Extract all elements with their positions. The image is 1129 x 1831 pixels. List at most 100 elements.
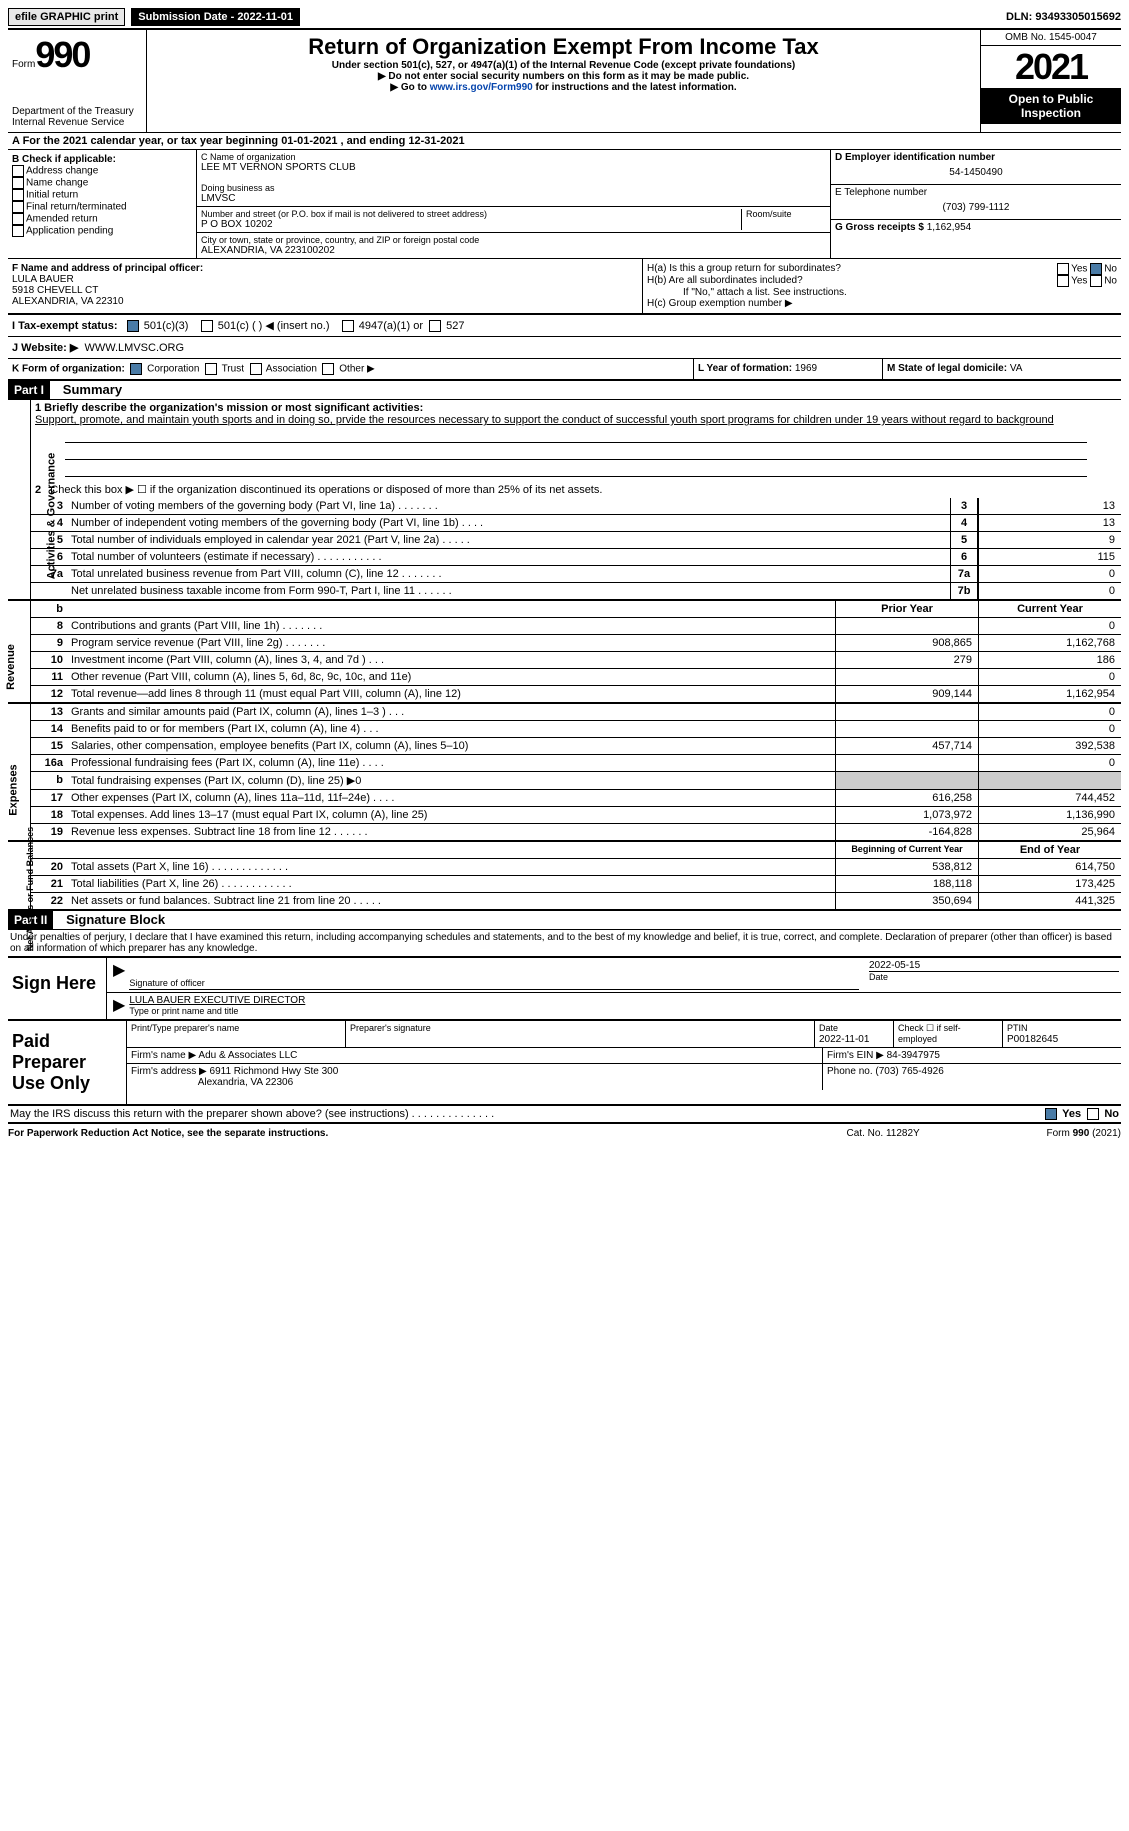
officer-label: F Name and address of principal officer: [12, 263, 638, 274]
year-formation-label: L Year of formation: [698, 363, 792, 374]
line-num: 16a [31, 755, 67, 771]
state-domicile-label: M State of legal domicile: [887, 363, 1007, 374]
line-cy: 392,538 [978, 738, 1121, 754]
line-val: 0 [978, 583, 1121, 599]
line-cy: 0 [978, 721, 1121, 737]
line-num: 14 [31, 721, 67, 737]
line-desc: Total expenses. Add lines 13–17 (must eq… [67, 807, 835, 823]
chk-ha-yes[interactable] [1057, 263, 1069, 275]
chk-hb-yes[interactable] [1057, 275, 1069, 287]
line-py: 1,073,972 [835, 807, 978, 823]
line-cy: 1,162,954 [978, 686, 1121, 702]
chk-address-change[interactable] [12, 165, 24, 177]
lbl-app-pending: Application pending [26, 226, 113, 237]
side-expenses: Expenses [8, 764, 20, 815]
sig-name-value: LULA BAUER EXECUTIVE DIRECTOR [129, 995, 1119, 1006]
lbl-address-change: Address change [26, 166, 98, 177]
line-num: 12 [31, 686, 67, 702]
chk-app-pending[interactable] [12, 225, 24, 237]
chk-name-change[interactable] [12, 177, 24, 189]
prep-name-label: Print/Type preparer's name [131, 1023, 239, 1033]
line-py: 279 [835, 652, 978, 668]
sig-name-label: Type or print name and title [129, 1006, 238, 1016]
chk-final-return[interactable] [12, 201, 24, 213]
line-desc: Total assets (Part X, line 16) . . . . .… [67, 859, 835, 875]
ha-label: H(a) Is this a group return for subordin… [647, 263, 1057, 275]
line-desc: Benefits paid to or for members (Part IX… [67, 721, 835, 737]
line-desc: Net assets or fund balances. Subtract li… [67, 893, 835, 909]
paid-preparer-label: Paid Preparer Use Only [8, 1021, 127, 1104]
firm-phone-label: Phone no. [827, 1066, 873, 1077]
officer-name: LULA BAUER [12, 274, 638, 285]
line-py: -164,828 [835, 824, 978, 840]
line-py: 908,865 [835, 635, 978, 651]
line-cy: 186 [978, 652, 1121, 668]
chk-501c3[interactable] [127, 320, 139, 332]
line-box: 6 [950, 549, 978, 565]
chk-assoc[interactable] [250, 363, 262, 375]
chk-initial-return[interactable] [12, 189, 24, 201]
line-desc: Total liabilities (Part X, line 26) . . … [67, 876, 835, 892]
lbl-trust: Trust [222, 364, 244, 375]
chk-4947[interactable] [342, 320, 354, 332]
chk-discuss-no[interactable] [1087, 1108, 1099, 1120]
chk-trust[interactable] [205, 363, 217, 375]
cat-no: Cat. No. 11282Y [847, 1128, 1047, 1139]
prior-year-header: Prior Year [835, 601, 978, 617]
tax-year: 2021 [981, 46, 1121, 88]
street-label: Number and street (or P.O. box if mail i… [201, 209, 741, 219]
line-box: 5 [950, 532, 978, 548]
lbl-501c: 501(c) ( ) ◀ (insert no.) [218, 320, 330, 332]
line-py [835, 772, 978, 789]
lbl-assoc: Association [266, 364, 317, 375]
line-desc: Number of independent voting members of … [67, 515, 950, 531]
city-label: City or town, state or province, country… [201, 235, 826, 245]
dba-label: Doing business as [201, 183, 826, 193]
line-box: 4 [950, 515, 978, 531]
line-box: 7a [950, 566, 978, 582]
part1-header: Part I [8, 381, 50, 399]
irs-link[interactable]: www.irs.gov/Form990 [430, 82, 533, 93]
line-py [835, 618, 978, 634]
line-num: 18 [31, 807, 67, 823]
state-domicile-value: VA [1010, 363, 1023, 374]
line-cy: 0 [978, 704, 1121, 720]
chk-discuss-yes[interactable] [1045, 1108, 1057, 1120]
firm-addr-label: Firm's address ▶ [131, 1066, 207, 1077]
line-cy: 441,325 [978, 893, 1121, 909]
year-formation-value: 1969 [795, 363, 817, 374]
line-cy: 1,162,768 [978, 635, 1121, 651]
part1-title: Summary [53, 382, 122, 397]
end-year-header: End of Year [978, 842, 1121, 858]
org-name-value: LEE MT VERNON SPORTS CLUB [201, 162, 826, 173]
chk-527[interactable] [429, 320, 441, 332]
box-b-label: B Check if applicable: [12, 154, 192, 165]
phone-value: (703) 799-1112 [835, 198, 1117, 217]
officer-addr1: 5918 CHEVELL CT [12, 285, 638, 296]
prep-sig-label: Preparer's signature [350, 1023, 431, 1033]
lbl-ha-yes: Yes [1071, 264, 1087, 275]
chk-hb-no[interactable] [1090, 275, 1102, 287]
line-py: 457,714 [835, 738, 978, 754]
chk-ha-no[interactable] [1090, 263, 1102, 275]
form-footer: Form 990 (2021) [1047, 1128, 1121, 1139]
efile-print-button[interactable]: efile GRAPHIC print [8, 8, 125, 26]
chk-amended-return[interactable] [12, 213, 24, 225]
line-py: 538,812 [835, 859, 978, 875]
line-py [835, 704, 978, 720]
line-desc: Number of voting members of the governin… [67, 498, 950, 514]
line-py: 188,118 [835, 876, 978, 892]
line-num: 22 [31, 893, 67, 909]
line-py: 616,258 [835, 790, 978, 806]
firm-name-label: Firm's name ▶ [131, 1050, 196, 1061]
firm-phone-value: (703) 765-4926 [875, 1066, 943, 1077]
chk-other[interactable] [322, 363, 334, 375]
dln-label: DLN: 93493305015692 [1006, 11, 1121, 23]
line-val: 13 [978, 498, 1121, 514]
dept-label: Department of the Treasury Internal Reve… [12, 106, 142, 128]
line-desc: Professional fundraising fees (Part IX, … [67, 755, 835, 771]
chk-501c[interactable] [201, 320, 213, 332]
chk-corp[interactable] [130, 363, 142, 375]
firm-ein-label: Firm's EIN ▶ [827, 1050, 884, 1061]
line-cy: 25,964 [978, 824, 1121, 840]
